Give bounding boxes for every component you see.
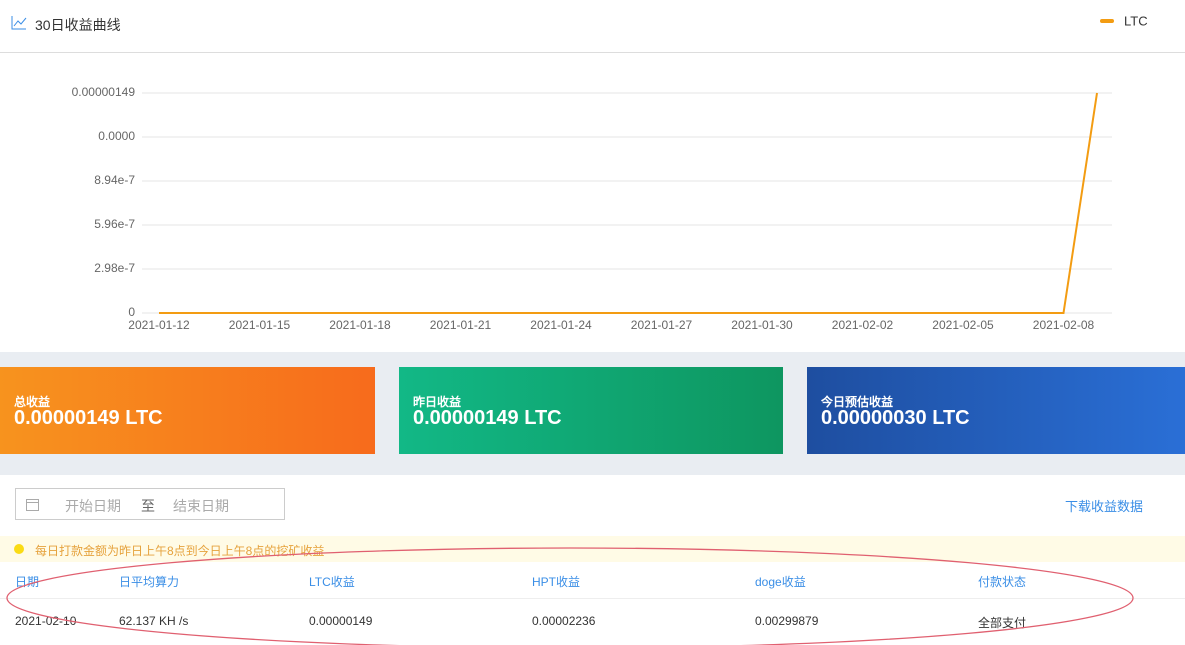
download-link[interactable]: 下载收益数据 [1065, 499, 1144, 514]
y-tick-label: 8.94e-7 [94, 173, 135, 187]
table-header: LTC收益 [309, 575, 355, 589]
y-tick-label: 2.98e-7 [94, 261, 135, 275]
start-date: 开始日期 [65, 498, 121, 514]
x-tick-label: 2021-01-15 [229, 318, 291, 332]
card: 昨日收益 0.00000149 LTC [399, 367, 783, 454]
annotation [6, 547, 1134, 645]
card-value: 0.00000030 LTC [821, 407, 970, 429]
card-label: 总收益 [14, 395, 51, 409]
card-value: 0.00000149 LTC [14, 407, 163, 429]
chart-title: 30日收益曲线 [35, 17, 121, 33]
x-tick-label: 2021-01-21 [430, 318, 492, 332]
notice-text: 每日打款金额为昨日上午8点到今日上午8点的挖矿收益 [35, 544, 325, 558]
table-header: 日平均算力 [119, 575, 180, 589]
legend-label: LTC [1124, 13, 1148, 28]
line [159, 92, 1098, 314]
table-header: doge收益 [755, 575, 806, 589]
table-cell: 0.00299879 [755, 614, 819, 628]
table-cell: 2021-02-10 [15, 614, 77, 628]
end-date: 结束日期 [173, 498, 229, 514]
y-tick-label: 0.00000149 [72, 85, 136, 99]
card-value: 0.00000149 LTC [413, 407, 562, 429]
card-label: 今日预估收益 [821, 395, 894, 409]
chart: 0 2.98e-7 5.96e-7 8.94e-7 0.0000 0.00000149 20… [72, 13, 1148, 332]
x-tick-label: 2021-01-12 [128, 318, 190, 332]
card: 总收益 0.00000149 LTC [0, 367, 375, 454]
date-range[interactable]: 开始日期 至 结束日期 [15, 488, 285, 520]
y-tick-label: 5.96e-7 [94, 217, 135, 231]
table-header: 付款状态 [978, 575, 1027, 589]
x-tick-label: 2021-02-08 [1033, 318, 1095, 332]
table-cell: 0.00000149 [309, 614, 373, 628]
header: 30日收益曲线 [0, 0, 1185, 53]
table-cell: 全部支付 [978, 616, 1027, 630]
table-header: HPT收益 [532, 575, 581, 589]
separator: 至 [141, 498, 155, 514]
x-tick-label: 2021-01-18 [329, 318, 391, 332]
table-header: 日期 [15, 575, 40, 589]
y-tick-label: 0 [128, 305, 135, 319]
bulb-icon [14, 544, 24, 554]
x-tick-label: 2021-02-02 [832, 318, 894, 332]
notice-bar: 每日打款金额为昨日上午8点到今日上午8点的挖矿收益 [0, 536, 1185, 562]
chart-icon [11, 16, 27, 30]
table-divider [0, 598, 1185, 599]
card: 今日预估收益 0.00000030 LTC [807, 367, 1185, 454]
card-label: 昨日收益 [413, 395, 462, 409]
y-tick-label: 0.0000 [98, 129, 135, 143]
calendar-icon [26, 499, 39, 511]
table-cell: 0.00002236 [532, 614, 596, 628]
x-tick-label: 2021-01-30 [731, 318, 793, 332]
x-tick-label: 2021-01-27 [631, 318, 693, 332]
x-tick-label: 2021-02-05 [932, 318, 994, 332]
legend-swatch [1100, 19, 1114, 23]
x-tick-label: 2021-01-24 [530, 318, 592, 332]
table-cell: 62.137 KH /s [119, 614, 189, 628]
